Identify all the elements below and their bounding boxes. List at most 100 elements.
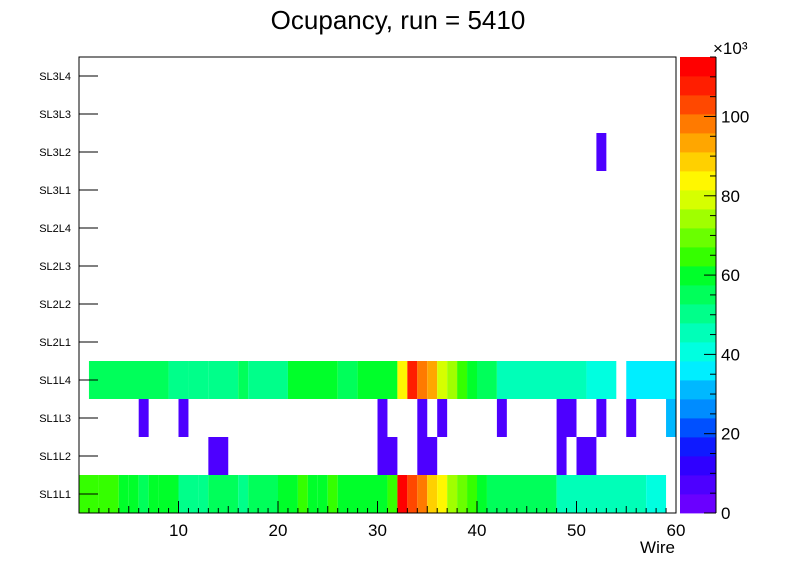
cell-sl1l4-2 [188, 361, 209, 399]
cell-sl1l2-0 [208, 437, 229, 475]
cell-sl1l4-3 [208, 361, 239, 399]
cell-sl1l3-7 [596, 399, 607, 437]
cell-sl1l3-2 [377, 399, 388, 437]
cell-sl1l1-5 [148, 475, 159, 513]
cell-sl1l1-20 [397, 475, 408, 513]
cell-sl1l1-7 [178, 475, 199, 513]
x-tick-label-30: 30 [368, 521, 387, 540]
y-tick-label-sl3l2: SL3L2 [39, 147, 71, 159]
cell-sl1l2-1 [377, 437, 398, 475]
cell-sl1l1-15 [317, 475, 328, 513]
cell-sl1l3-9 [666, 399, 676, 437]
cell-sl1l4-16 [467, 361, 477, 399]
y-tick-label-sl2l1: SL2L1 [39, 337, 71, 349]
y-axis: SL1L1 SL1L2 SL1L3 SL1L4 SL2L1 SL2L2 SL2L3 SL2L4… [39, 71, 98, 501]
cell-sl1l3-3 [417, 399, 428, 437]
color-scale [680, 57, 716, 514]
cell-sl1l4-20 [626, 361, 676, 399]
palette-band-15 [680, 209, 716, 229]
cell-sl3l2-0 [596, 133, 607, 171]
cell-sl1l1-10 [238, 475, 249, 513]
cell-sl1l3-1 [178, 399, 189, 437]
cell-sl1l4-4 [238, 361, 249, 399]
z-axis-exponent: ×10³ [713, 39, 748, 58]
z-tick-label-0: 0 [721, 504, 730, 523]
cell-sl1l1-24 [437, 475, 448, 513]
palette-band-19 [680, 133, 716, 153]
palette-band-17 [680, 171, 716, 191]
cell-sl1l4-0 [88, 361, 169, 399]
palette-band-8 [680, 342, 716, 362]
plot-frame [78, 56, 677, 514]
x-tick-label-20: 20 [269, 521, 288, 540]
palette-band-23 [680, 57, 716, 77]
cell-sl1l1-6 [158, 475, 179, 513]
x-axis-label: Wire [640, 538, 675, 557]
x-tick-label-40: 40 [468, 521, 487, 540]
z-tick-label-40: 40 [721, 345, 740, 364]
cell-sl1l4-5 [248, 361, 288, 399]
palette-band-22 [680, 76, 716, 96]
cell-sl1l1-29 [486, 475, 557, 513]
chart-title: Ocupancy, run = 5410 [271, 5, 526, 35]
palette-band-4 [680, 418, 716, 438]
cell-sl1l3-8 [626, 399, 637, 437]
cell-sl1l1-16 [327, 475, 338, 513]
cell-sl1l4-15 [457, 361, 468, 399]
x-tick-label-10: 10 [169, 521, 188, 540]
cell-sl1l1-2 [118, 475, 129, 513]
cell-sl1l2-2 [417, 437, 438, 475]
palette-band-11 [680, 285, 716, 305]
palette-band-0 [680, 494, 716, 514]
palette-band-10 [680, 304, 716, 324]
palette-band-12 [680, 266, 716, 286]
cell-sl1l1-13 [297, 475, 308, 513]
cell-sl1l1-26 [457, 475, 468, 513]
cell-sl1l1-31 [646, 475, 667, 513]
x-tick-label-60: 60 [667, 521, 686, 540]
z-tick-label-20: 20 [721, 425, 740, 444]
y-tick-label-sl1l1: SL1L1 [39, 489, 71, 501]
cell-sl1l4-17 [477, 361, 497, 399]
cell-sl1l1-12 [278, 475, 298, 513]
cell-sl1l4-19 [586, 361, 617, 399]
cell-sl1l4-9 [397, 361, 408, 399]
palette-band-7 [680, 361, 716, 381]
z-tick-label-60: 60 [721, 266, 740, 285]
palette-band-18 [680, 152, 716, 172]
cell-sl1l1-27 [467, 475, 477, 513]
cell-sl1l4-11 [417, 361, 428, 399]
palette-band-14 [680, 228, 716, 248]
cell-sl1l2-4 [576, 437, 597, 475]
cell-sl1l4-7 [337, 361, 358, 399]
y-tick-label-sl3l3: SL3L3 [39, 109, 71, 121]
cell-sl1l1-21 [407, 475, 418, 513]
cell-sl1l1-4 [138, 475, 149, 513]
cell-sl1l4-10 [407, 361, 418, 399]
heatmap-cells [79, 133, 676, 513]
cell-sl1l2-3 [556, 437, 567, 475]
palette-band-16 [680, 190, 716, 210]
y-tick-label-sl1l2: SL1L2 [39, 451, 71, 463]
palette-band-3 [680, 437, 716, 457]
cell-sl1l3-4 [437, 399, 448, 437]
cell-sl1l1-1 [98, 475, 119, 513]
palette-band-20 [680, 114, 716, 134]
palette-band-9 [680, 323, 716, 343]
cell-sl1l3-6 [556, 399, 577, 437]
cell-sl1l4-6 [287, 361, 338, 399]
cell-sl1l1-30 [556, 475, 647, 513]
y-tick-label-sl2l2: SL2L2 [39, 299, 71, 311]
palette-band-13 [680, 247, 716, 267]
palette-band-2 [680, 456, 716, 476]
cell-sl1l4-18 [496, 361, 587, 399]
cell-sl1l4-12 [427, 361, 438, 399]
y-tick-label-sl3l4: SL3L4 [39, 71, 71, 83]
cell-sl1l1-18 [377, 475, 388, 513]
z-tick-label-100: 100 [721, 107, 749, 126]
cell-sl1l4-13 [437, 361, 448, 399]
cell-sl1l4-8 [357, 361, 398, 399]
z-axis: 0 20 40 60 80 100 [704, 56, 749, 523]
cell-sl1l3-5 [496, 399, 507, 437]
